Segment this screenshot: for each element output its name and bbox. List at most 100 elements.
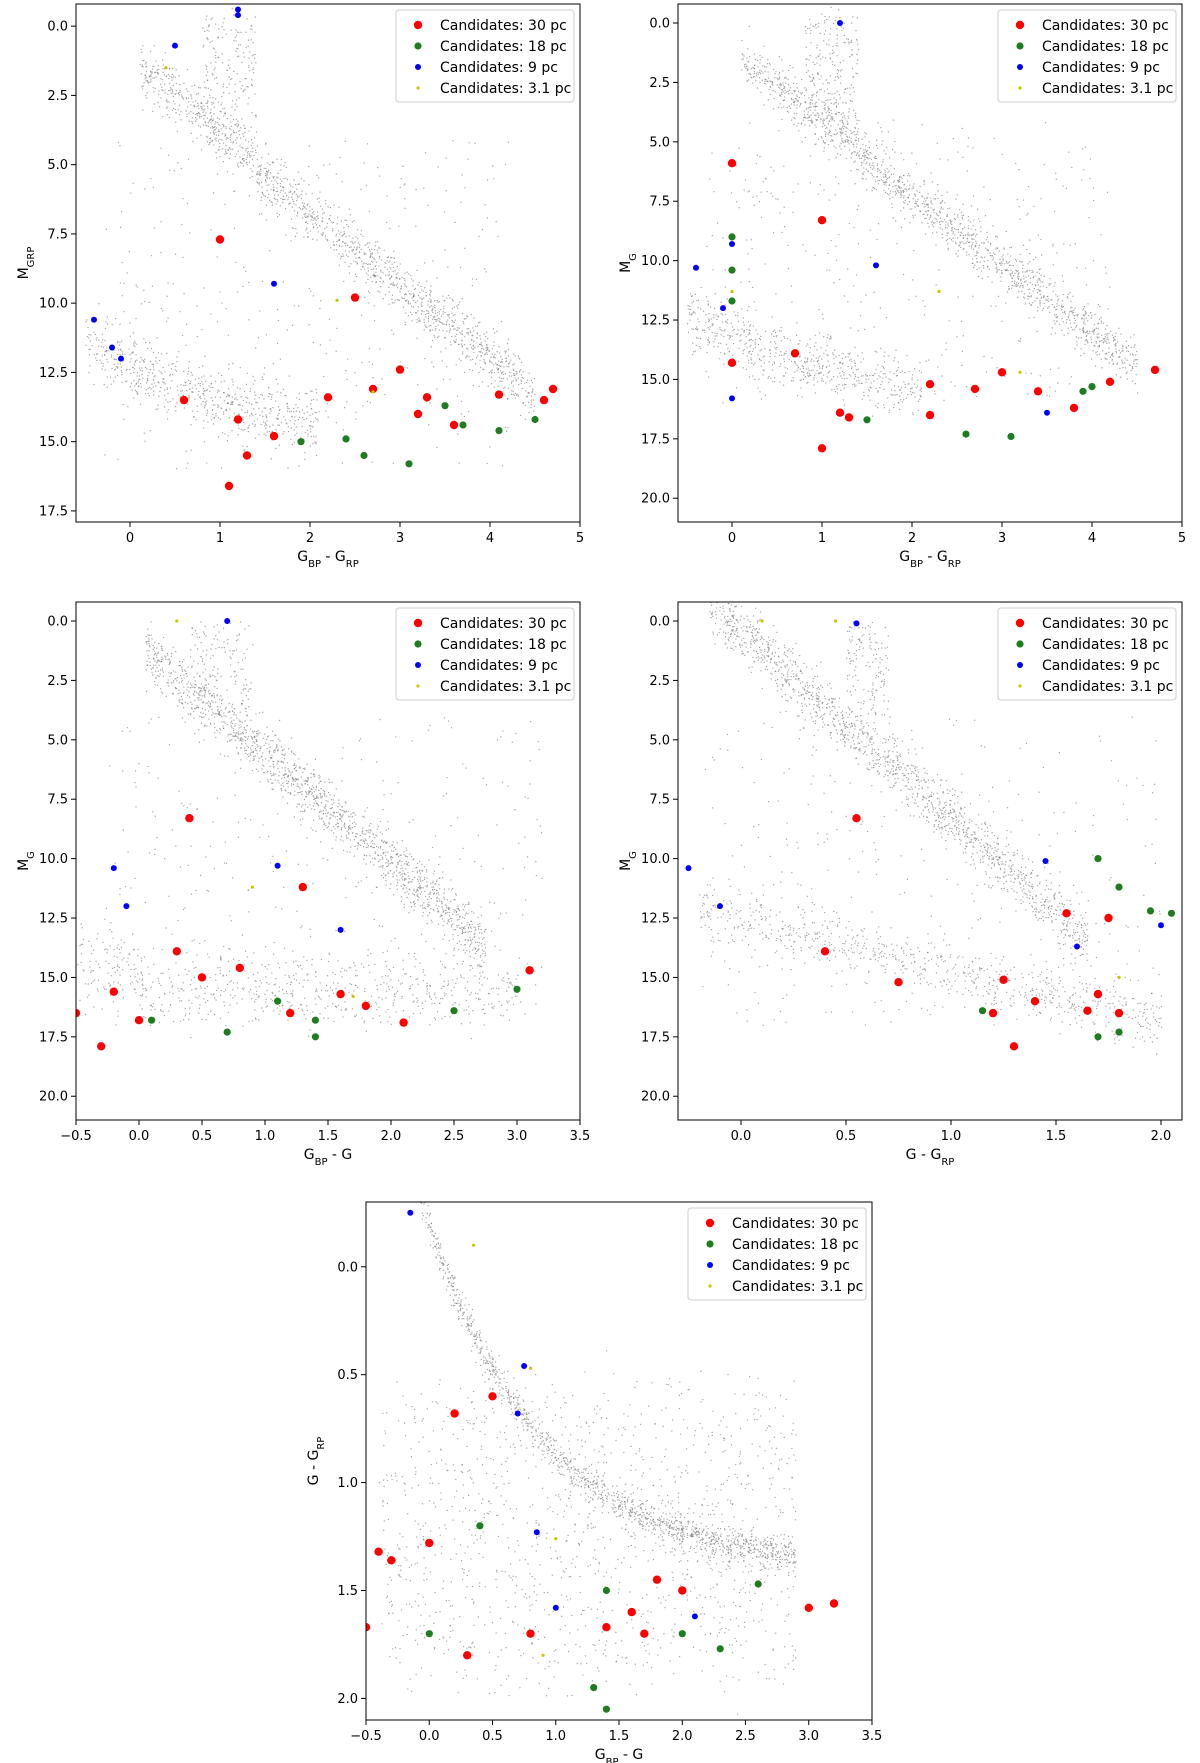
background-star: [819, 32, 821, 34]
background-star: [375, 281, 377, 283]
background-star: [378, 255, 380, 257]
background-star: [975, 242, 977, 244]
background-star: [239, 130, 241, 132]
background-star: [1014, 272, 1016, 274]
background-star: [1076, 341, 1078, 343]
background-star: [834, 194, 836, 196]
background-star: [205, 112, 207, 114]
background-star: [919, 185, 921, 188]
background-star: [809, 103, 811, 105]
background-star: [796, 87, 798, 89]
background-star: [283, 416, 285, 418]
background-star: [221, 96, 223, 98]
background-star: [316, 216, 318, 218]
background-star: [373, 275, 375, 277]
background-star: [293, 210, 296, 212]
background-star: [816, 47, 818, 49]
background-star: [359, 257, 361, 259]
background-star: [841, 126, 843, 128]
background-star: [149, 342, 151, 344]
background-star: [905, 188, 907, 190]
background-star: [967, 137, 969, 139]
background-star: [86, 336, 89, 338]
background-star: [232, 142, 234, 144]
background-star: [162, 381, 164, 383]
background-star: [219, 396, 221, 398]
background-star: [388, 286, 390, 288]
background-star: [820, 75, 822, 77]
background-star: [256, 172, 258, 174]
background-star: [232, 362, 234, 364]
background-star: [163, 382, 165, 384]
background-star: [943, 399, 945, 401]
background-star: [234, 398, 236, 400]
background-star: [780, 107, 783, 109]
background-star: [1092, 350, 1094, 352]
background-star: [1133, 346, 1135, 348]
background-star: [401, 297, 403, 299]
background-star: [433, 334, 435, 336]
background-star: [287, 405, 289, 407]
background-star: [214, 380, 217, 382]
background-star: [208, 30, 210, 32]
background-star: [429, 306, 431, 308]
background-star: [407, 290, 409, 292]
background-star: [691, 295, 694, 297]
background-star: [426, 310, 428, 312]
background-star: [461, 174, 463, 176]
background-star: [795, 363, 797, 365]
background-star: [296, 200, 298, 202]
background-star: [171, 109, 173, 111]
background-star: [259, 310, 261, 312]
background-star: [904, 202, 906, 204]
background-star: [139, 378, 141, 381]
background-star: [844, 88, 846, 90]
background-star: [362, 405, 364, 407]
background-star: [694, 293, 696, 295]
background-star: [1019, 253, 1021, 255]
background-star: [231, 401, 234, 404]
background-star: [1052, 264, 1054, 266]
background-star: [332, 241, 334, 243]
background-star: [160, 308, 162, 310]
background-star: [431, 329, 433, 331]
background-star: [974, 246, 976, 248]
background-star: [894, 140, 896, 143]
background-star: [232, 381, 234, 383]
background-star: [480, 342, 482, 344]
background-star: [461, 345, 463, 347]
background-star: [483, 348, 485, 350]
background-star: [952, 237, 954, 239]
background-star: [845, 384, 847, 386]
background-star: [888, 188, 890, 190]
background-star: [913, 392, 915, 394]
background-star: [723, 336, 725, 338]
background-star: [1061, 304, 1063, 306]
background-star: [798, 356, 800, 358]
background-star: [831, 139, 833, 142]
background-star: [270, 458, 272, 460]
background-star: [472, 344, 474, 346]
background-star: [237, 123, 240, 125]
background-star: [272, 190, 274, 192]
background-star: [880, 127, 882, 129]
background-star: [235, 142, 237, 144]
background-star: [805, 58, 807, 60]
background-star: [808, 116, 810, 118]
background-star: [475, 325, 477, 327]
background-star: [752, 67, 754, 69]
background-star: [476, 336, 478, 339]
background-star: [1070, 376, 1072, 378]
background-star: [949, 237, 951, 240]
background-star: [277, 216, 279, 218]
background-star: [1018, 272, 1020, 274]
background-star: [781, 118, 783, 120]
background-star: [1056, 315, 1059, 318]
background-star: [247, 147, 249, 149]
background-star: [423, 187, 425, 189]
background-star: [856, 153, 858, 155]
background-star: [145, 341, 147, 344]
background-star: [205, 124, 207, 126]
background-star: [209, 127, 212, 129]
background-star: [999, 263, 1001, 265]
